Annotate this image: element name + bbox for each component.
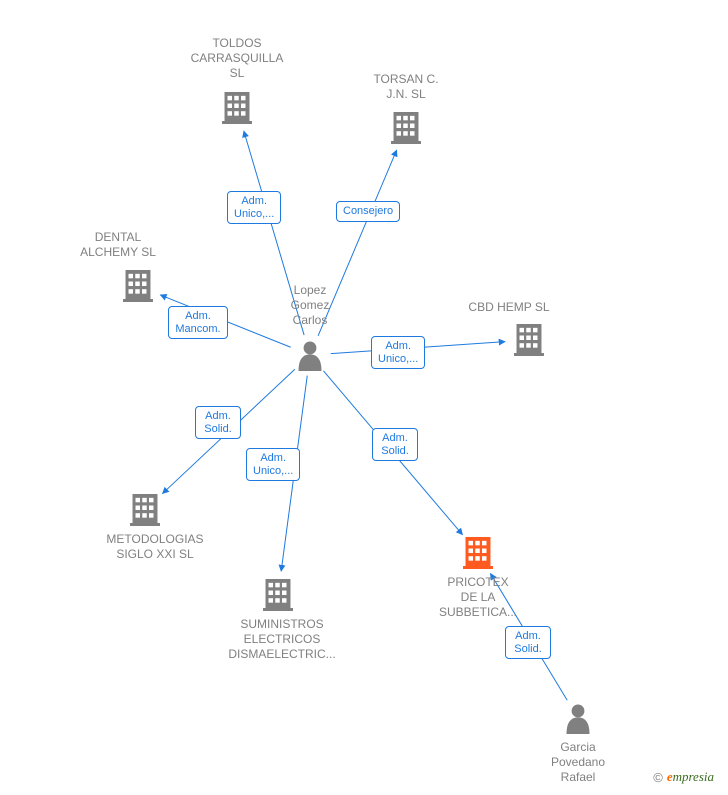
edge-line [318, 150, 397, 336]
edge-label[interactable]: Adm. Unico,... [371, 336, 425, 369]
building-icon[interactable] [391, 112, 421, 144]
person-icon[interactable] [298, 342, 321, 371]
network-svg [0, 0, 728, 795]
building-icon[interactable] [463, 537, 493, 569]
edge-label[interactable]: Adm. Solid. [505, 626, 551, 659]
edge-label[interactable]: Adm. Mancom. [168, 306, 228, 339]
copyright: © empresia [653, 769, 714, 785]
brand-logo: empresia [667, 769, 714, 785]
edge-line [244, 131, 304, 335]
edge-label[interactable]: Adm. Unico,... [227, 191, 281, 224]
copyright-symbol: © [653, 770, 663, 785]
building-icon[interactable] [123, 270, 153, 302]
building-icon[interactable] [130, 494, 160, 526]
building-icon[interactable] [263, 579, 293, 611]
person-icon[interactable] [566, 705, 589, 734]
edge-label[interactable]: Adm. Unico,... [246, 448, 300, 481]
edge-label[interactable]: Adm. Solid. [195, 406, 241, 439]
building-icon[interactable] [514, 324, 544, 356]
building-icon[interactable] [222, 92, 252, 124]
edge-label[interactable]: Consejero [336, 201, 400, 222]
edge-label[interactable]: Adm. Solid. [372, 428, 418, 461]
